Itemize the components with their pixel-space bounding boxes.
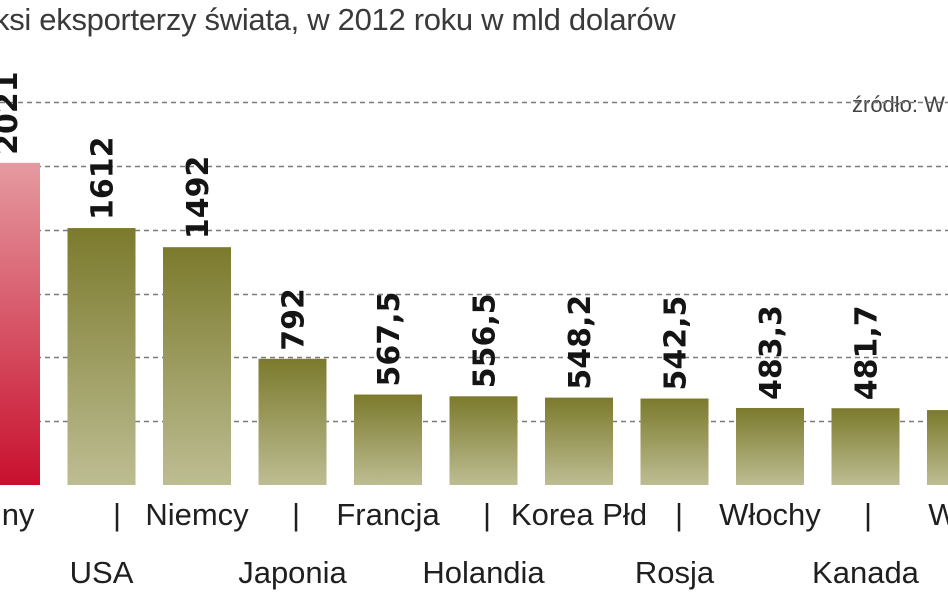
category-label: Korea Płd (511, 497, 647, 532)
value-label: 481,7 (850, 305, 885, 400)
label-separator: | (864, 497, 872, 532)
value-label: 1612 (86, 137, 121, 221)
value-labels: 2021 1612 1492 792 567,5 556,5 548,2 542,5 483,3… (0, 71, 885, 400)
bar-hiny (0, 162, 40, 485)
label-separator: | (292, 497, 300, 532)
category-axis: hiny USA Niemcy Japonia Francja Holandia Korea… (0, 497, 948, 590)
bar-holandia (449, 396, 518, 485)
category-label: W. E (928, 497, 948, 532)
label-separator: | (113, 497, 121, 532)
value-label: 567,5 (372, 292, 407, 387)
bar-usa (67, 228, 136, 486)
value-label: 792 (277, 288, 312, 351)
value-label: 556,5 (468, 293, 503, 388)
bar-w-ochy (736, 407, 804, 485)
bars (0, 162, 948, 486)
category-label: Francja (336, 497, 440, 532)
category-label: Kanada (812, 555, 920, 590)
category-label: Japonia (238, 555, 347, 590)
bar-kanada (831, 408, 900, 485)
bar-francja (354, 394, 422, 485)
category-label: USA (70, 555, 134, 590)
value-label: 2021 (0, 71, 25, 155)
source-note: źródło: W (852, 92, 945, 117)
value-label: 548,2 (563, 295, 598, 390)
bar-w-e (927, 410, 948, 485)
category-label: Włochy (719, 497, 821, 532)
value-label: 542,5 (659, 296, 694, 391)
category-label: hiny (0, 497, 35, 532)
value-label: 1492 (181, 156, 216, 240)
bar-rosja (640, 398, 709, 485)
bar-niemcy (163, 247, 231, 485)
value-label: 483,3 (754, 305, 789, 400)
category-label: Niemcy (145, 497, 249, 532)
bar-japonia (258, 358, 327, 485)
category-label: Holandia (422, 555, 545, 590)
label-separator: | (675, 497, 683, 532)
bar-korea-p-d (545, 397, 613, 485)
category-label: Rosja (635, 555, 715, 590)
chart-title: ksi eksporterzy świata, w 2012 roku w ml… (0, 2, 676, 37)
label-separator: | (483, 497, 491, 532)
